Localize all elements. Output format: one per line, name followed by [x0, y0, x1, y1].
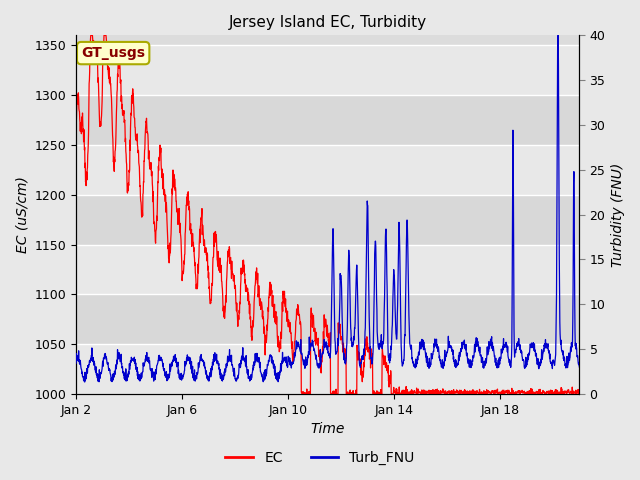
Bar — [76, 294, 579, 344]
Bar — [76, 344, 579, 394]
Y-axis label: Turbidity (FNU): Turbidity (FNU) — [611, 163, 625, 267]
Bar — [76, 45, 579, 95]
Bar — [76, 195, 579, 244]
X-axis label: Time: Time — [310, 422, 345, 436]
Text: GT_usgs: GT_usgs — [81, 46, 145, 60]
Bar — [76, 244, 579, 294]
Bar — [76, 145, 579, 195]
Y-axis label: EC (uS/cm): EC (uS/cm) — [15, 176, 29, 253]
Bar — [76, 95, 579, 145]
Title: Jersey Island EC, Turbidity: Jersey Island EC, Turbidity — [228, 15, 427, 30]
Legend: EC, Turb_FNU: EC, Turb_FNU — [220, 445, 420, 471]
